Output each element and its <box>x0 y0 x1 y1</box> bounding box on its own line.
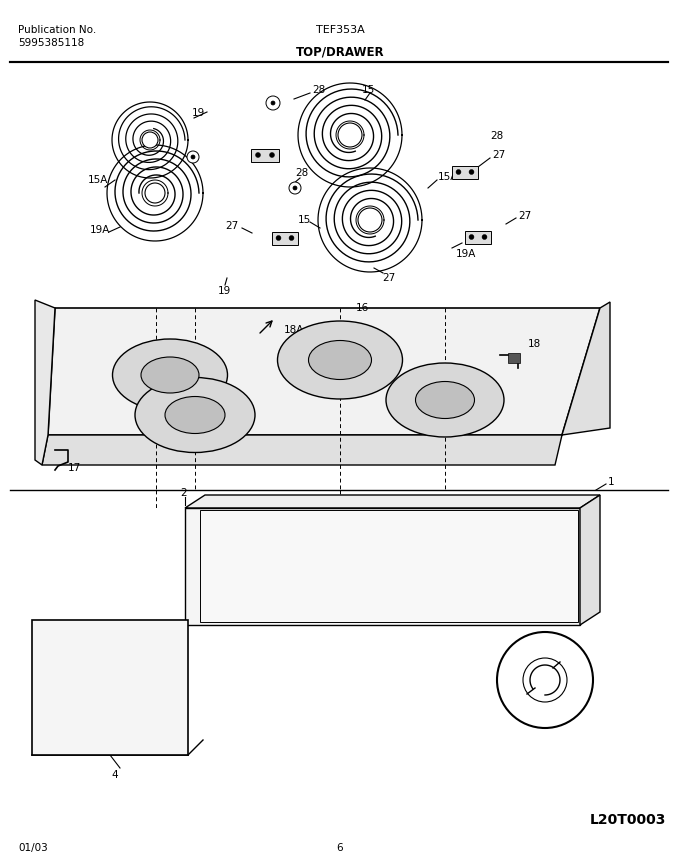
Text: 5995385118: 5995385118 <box>18 38 84 48</box>
Text: 6: 6 <box>337 843 343 853</box>
Text: 19: 19 <box>218 286 231 296</box>
Polygon shape <box>32 620 188 755</box>
Text: 01/03: 01/03 <box>18 843 48 853</box>
Text: 17: 17 <box>68 463 81 473</box>
Bar <box>452 166 478 179</box>
Circle shape <box>289 182 301 194</box>
Text: 15: 15 <box>362 85 375 95</box>
Text: 15A: 15A <box>438 172 458 182</box>
Circle shape <box>338 123 362 147</box>
Text: Publication No.: Publication No. <box>18 25 97 35</box>
Text: TOP/DRAWER: TOP/DRAWER <box>296 45 384 58</box>
Circle shape <box>187 151 199 163</box>
Circle shape <box>523 658 567 702</box>
Circle shape <box>256 153 260 157</box>
Text: 27: 27 <box>225 221 238 231</box>
Circle shape <box>271 101 275 105</box>
Ellipse shape <box>112 339 228 411</box>
Polygon shape <box>185 495 600 508</box>
Bar <box>508 353 520 363</box>
Text: 28: 28 <box>312 85 325 95</box>
Circle shape <box>358 208 382 232</box>
Circle shape <box>456 169 461 174</box>
Circle shape <box>269 153 275 157</box>
Bar <box>251 148 279 161</box>
Text: 28: 28 <box>490 131 503 141</box>
Circle shape <box>145 183 165 203</box>
Text: 15A: 15A <box>88 175 108 185</box>
Polygon shape <box>35 300 55 465</box>
Text: 15: 15 <box>298 215 311 225</box>
Bar <box>465 231 491 244</box>
Circle shape <box>276 235 281 240</box>
Text: 16: 16 <box>356 303 369 313</box>
Bar <box>272 232 298 245</box>
Text: 19: 19 <box>192 108 205 118</box>
Ellipse shape <box>309 340 371 379</box>
Text: 1: 1 <box>608 477 615 487</box>
Polygon shape <box>48 308 600 435</box>
Ellipse shape <box>386 363 504 437</box>
Text: 19A: 19A <box>456 249 477 259</box>
Circle shape <box>266 96 280 110</box>
Text: 27: 27 <box>492 150 505 160</box>
Ellipse shape <box>165 397 225 433</box>
Ellipse shape <box>415 382 475 418</box>
Polygon shape <box>200 510 578 622</box>
Polygon shape <box>185 508 580 625</box>
Polygon shape <box>562 302 610 435</box>
Text: 18A: 18A <box>284 325 305 335</box>
Polygon shape <box>580 495 600 625</box>
Circle shape <box>293 186 297 190</box>
Text: 18: 18 <box>528 339 541 349</box>
Text: 19A: 19A <box>90 225 110 235</box>
Ellipse shape <box>135 378 255 452</box>
Text: L20T0003: L20T0003 <box>590 813 666 827</box>
Text: 7: 7 <box>530 695 537 705</box>
Text: 27: 27 <box>382 273 395 283</box>
Circle shape <box>142 132 158 148</box>
Circle shape <box>289 235 294 240</box>
Text: 4: 4 <box>112 770 118 780</box>
Text: 27: 27 <box>518 211 531 221</box>
Polygon shape <box>42 435 562 465</box>
Text: TEF353A: TEF353A <box>316 25 364 35</box>
Ellipse shape <box>277 321 403 399</box>
Ellipse shape <box>141 357 199 393</box>
Circle shape <box>469 234 474 240</box>
Text: 2: 2 <box>180 488 186 498</box>
Circle shape <box>482 234 487 240</box>
Circle shape <box>191 155 195 159</box>
Text: 28: 28 <box>295 168 308 178</box>
Circle shape <box>469 169 474 174</box>
Circle shape <box>497 632 593 728</box>
